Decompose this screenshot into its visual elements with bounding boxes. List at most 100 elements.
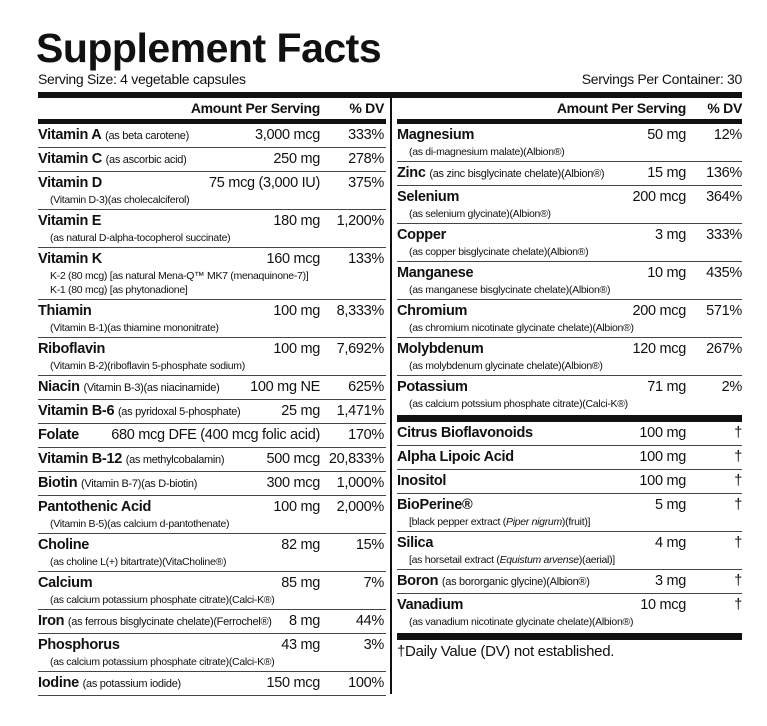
source-note: (as vanadium nicotinate glycinate chelat… [409,616,634,628]
nutrient-name: Inositol [397,473,447,489]
thick-rule [38,92,742,98]
amount: 300 mcg [266,475,320,491]
nutrient-name: Chromium [397,303,468,319]
daily-value: † [734,425,742,441]
amount: 120 mcg [632,341,686,357]
amount: 100 mg [273,303,320,319]
nutrient-row: Vitamin C (as ascorbic acid) 250 mg 278% [38,148,386,172]
daily-value: 435% [706,265,742,281]
nutrient-row: Niacin (Vitamin B-3)(as niacinamide) 100 … [38,376,386,400]
header-dv: % DV [349,100,384,116]
row-main: Selenium 200 mcg 364% [397,188,742,207]
nutrient-row: Vitamin K 160 mcg 133% K-2 (80 mcg) [as nat… [38,248,386,300]
daily-value: 333% [348,127,384,143]
daily-value: 7,692% [336,341,385,357]
source-note: (as chromium nicotinate glycinate chelat… [409,322,634,334]
nutrient-row: Potassium 71 mg 2% (as calcium potssium pho… [397,376,742,413]
nutrient-row: BioPerine® 5 mg † [black pepper extract (Pi… [397,494,742,532]
nutrient-note: (as beta carotene) [105,130,189,142]
source-note-part: )(aerial)] [578,554,615,566]
nutrient-name: Niacin [38,379,80,395]
row-main: Folate 680 mcg DFE (400 mcg folic acid) 17… [38,426,386,445]
daily-value: 3% [363,637,385,653]
nutrient-row: Alpha Lipoic Acid 100 mg † [397,446,742,470]
row-main: Choline 82 mg 15% [38,536,386,555]
daily-value: 571% [706,303,742,319]
daily-value: 375% [348,175,384,191]
nutrient-row: Vitamin B-12 (as methylcobalamin) 500 mcg… [38,448,386,472]
section-rule [397,415,742,422]
nutrient-row: Vanadium 10 mcg † (as vanadium nicotinate g… [397,594,742,631]
nutrient-row: Pantothenic Acid 100 mg 2,000% (Vitamin B-5… [38,496,386,534]
amount: 100 mg [273,341,320,357]
nutrient-name: Biotin [38,475,78,491]
daily-value: 15% [355,537,384,553]
daily-value: 12% [713,127,742,143]
amount: 43 mg [281,637,320,653]
source-note: (as natural D-alpha-tocopherol succinate… [50,232,231,244]
row-main: Magnesium 50 mg 12% [397,126,742,145]
row-main: Inositol 100 mg † [397,472,742,491]
section-rule [397,633,742,640]
nutrient-note: (as bororganic glycine)(Albion®) [441,576,590,588]
row-main: Vitamin B-12 (as methylcobalamin) 500 mcg… [38,450,386,469]
nutrient-name: Vitamin B-6 [38,403,115,419]
source-note: (as di-magnesium malate)(Albion®) [409,146,565,158]
source-note: [black pepper extract (Piper nigrum)(fru… [397,515,742,529]
daily-value: † [734,497,742,513]
daily-value: † [734,449,742,465]
daily-value: 278% [348,151,384,167]
amount: 3,000 mcg [254,127,320,143]
nutrient-row: Silica 4 mg † [as horsetail extract (Equist… [397,532,742,570]
nutrient-name: Vitamin C [38,151,102,167]
amount: 150 mcg [266,675,320,691]
nutrient-row: Selenium 200 mcg 364% (as selenium glycinat… [397,186,742,224]
row-main: Vitamin C (as ascorbic acid) 250 mg 278% [38,150,386,169]
row-main: Vanadium 10 mcg † [397,596,742,615]
nutrient-name: Copper [397,227,446,243]
nutrient-name: Folate [38,427,79,443]
nutrient-row: Choline 82 mg 15% (as choline L(+) bitartra… [38,534,386,572]
nutrient-row: Thiamin 100 mg 8,333% (Vitamin B-1)(as thia… [38,300,386,338]
row-main: Copper 3 mg 333% [397,226,742,245]
amount: 100 mg NE [250,379,320,395]
row-main: Vitamin D 75 mcg (3,000 IU) 375% [38,174,386,193]
other-rows: Citrus Bioflavonoids 100 mg † Alpha Lipoic … [397,422,742,631]
daily-value: 267% [706,341,742,357]
row-main: Riboflavin 100 mg 7,692% [38,340,386,359]
amount: 8 mg [288,613,320,629]
amount: 50 mg [647,127,686,143]
amount: 4 mg [654,535,686,551]
row-main: Thiamin 100 mg 8,333% [38,302,386,321]
nutrient-row: Vitamin B-6 (as pyridoxal 5-phosphate) 25… [38,400,386,424]
nutrient-row: Inositol 100 mg † [397,470,742,494]
amount: 25 mg [281,403,320,419]
daily-value: 133% [348,251,384,267]
nutrient-name: BioPerine® [397,497,473,513]
source-note: (as calcium potassium phosphate citrate)… [50,656,275,668]
row-main: Molybdenum 120 mcg 267% [397,340,742,359]
nutrient-note: (as potassium iodide) [82,678,182,690]
nutrient-row: Copper 3 mg 333% (as copper bisglycinate ch… [397,224,742,262]
row-main: Pantothenic Acid 100 mg 2,000% [38,498,386,517]
nutrient-name: Potassium [397,379,468,395]
nutrient-row: Vitamin A (as beta carotene) 3,000 mcg 333… [38,124,386,148]
daily-value: 625% [348,379,384,395]
nutrient-row: Boron (as bororganic glycine)(Albion®) 3 … [397,570,742,594]
nutrient-row: Vitamin E 180 mg 1,200% (as natural D-alpha… [38,210,386,248]
footnote: †Daily Value (DV) not established. [397,643,615,660]
nutrient-row: Manganese 10 mg 435% (as manganese bisglyci… [397,262,742,300]
nutrient-name: Phosphorus [38,637,120,653]
daily-value: 8,333% [336,303,385,319]
source-note-part: [black pepper extract ( [409,516,506,528]
nutrient-name: Vitamin D [38,175,102,191]
amount: 3 mg [654,573,686,589]
amount: 75 mcg (3,000 IU) [209,175,320,191]
nutrient-name: Selenium [397,189,460,205]
rows: Vitamin A (as beta carotene) 3,000 mcg 333… [38,124,386,696]
row-main: Chromium 200 mcg 571% [397,302,742,321]
nutrient-name: Iodine [38,675,79,691]
left-column: Amount Per Serving % DV Vitamin A (as be… [38,100,386,696]
amount: 680 mcg DFE (400 mcg folic acid) [111,427,320,443]
